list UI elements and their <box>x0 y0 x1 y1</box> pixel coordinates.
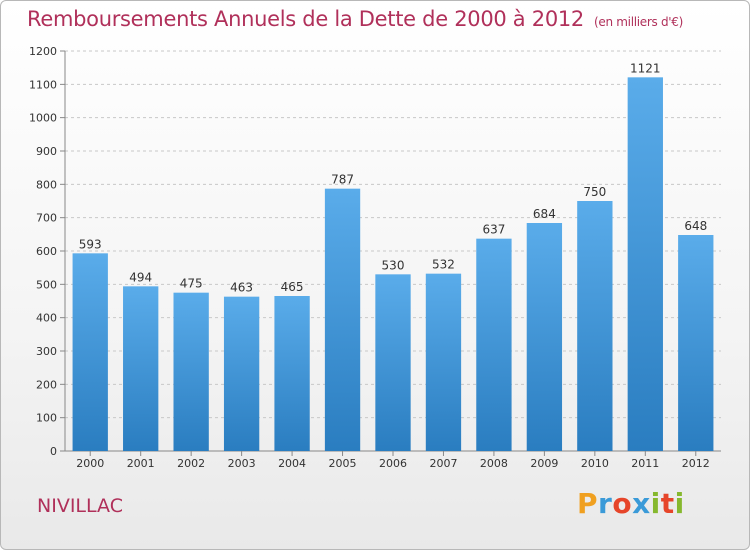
logo-letter: t <box>660 487 675 520</box>
data-label: 684 <box>533 207 556 221</box>
data-label: 648 <box>684 219 707 233</box>
data-label: 475 <box>180 277 203 291</box>
x-tick-label: 2006 <box>379 457 407 470</box>
y-tick-label: 1000 <box>29 112 57 125</box>
logo-letter: x <box>632 487 651 520</box>
y-tick-label: 700 <box>36 212 57 225</box>
data-label: 494 <box>129 270 152 284</box>
chart-title: Remboursements Annuels de la Dette de 20… <box>27 7 683 31</box>
y-tick-label: 200 <box>36 378 57 391</box>
x-tick-label: 2005 <box>329 457 357 470</box>
data-label: 750 <box>583 185 606 199</box>
x-tick-label: 2011 <box>631 457 659 470</box>
bar <box>476 238 512 451</box>
x-tick-label: 2010 <box>581 457 609 470</box>
data-label: 1121 <box>630 61 661 75</box>
bar <box>223 296 260 451</box>
bar <box>173 292 209 451</box>
bar <box>274 296 310 451</box>
data-label: 463 <box>230 281 253 295</box>
bar <box>375 274 411 451</box>
logo-letter: o <box>612 487 633 520</box>
x-tick-label: 2007 <box>429 457 457 470</box>
logo-letter: i <box>650 487 661 520</box>
logo-letter: i <box>674 487 685 520</box>
x-tick-label: 2008 <box>480 457 508 470</box>
y-tick-label: 1200 <box>29 45 57 58</box>
bar <box>678 235 714 451</box>
bar <box>627 77 663 451</box>
y-tick-label: 100 <box>36 412 57 425</box>
y-tick-label: 0 <box>50 445 57 458</box>
proxiti-logo: Proxiti <box>577 487 685 520</box>
y-tick-label: 900 <box>36 145 57 158</box>
bar <box>526 223 563 451</box>
data-label: 787 <box>331 173 354 187</box>
data-label: 465 <box>281 280 304 294</box>
x-tick-label: 2003 <box>228 457 256 470</box>
y-tick-label: 400 <box>36 312 57 325</box>
bar <box>425 273 462 451</box>
bar <box>324 188 361 451</box>
bar <box>577 201 613 451</box>
logo-letter: P <box>577 487 599 520</box>
bar <box>123 286 159 451</box>
x-tick-label: 2009 <box>530 457 558 470</box>
commune-name: NIVILLAC <box>37 495 123 517</box>
data-label: 637 <box>482 223 505 237</box>
chart-subtitle: (en milliers d'€) <box>594 15 684 29</box>
data-label: 532 <box>432 258 455 272</box>
title-text: Remboursements Annuels de la Dette de 20… <box>27 7 584 31</box>
data-label: 530 <box>382 258 405 272</box>
y-tick-label: 300 <box>36 345 57 358</box>
logo-letter: r <box>598 487 613 520</box>
bar <box>72 253 108 451</box>
data-label: 593 <box>79 237 102 251</box>
y-tick-label: 1100 <box>29 78 57 91</box>
x-tick-label: 2012 <box>682 457 710 470</box>
y-tick-label: 800 <box>36 178 57 191</box>
x-tick-label: 2002 <box>177 457 205 470</box>
y-tick-label: 500 <box>36 278 57 291</box>
x-tick-label: 2004 <box>278 457 306 470</box>
x-tick-label: 2001 <box>127 457 155 470</box>
y-tick-label: 600 <box>36 245 57 258</box>
x-tick-label: 2000 <box>76 457 104 470</box>
